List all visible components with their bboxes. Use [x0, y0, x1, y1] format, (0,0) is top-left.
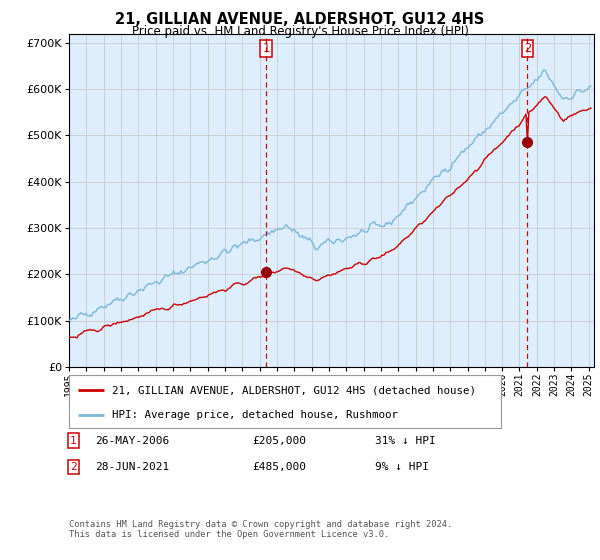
Text: 2: 2	[524, 42, 531, 55]
Text: 26-MAY-2006: 26-MAY-2006	[95, 436, 169, 446]
Text: Price paid vs. HM Land Registry's House Price Index (HPI): Price paid vs. HM Land Registry's House …	[131, 25, 469, 38]
Text: 1: 1	[263, 42, 269, 55]
Text: £205,000: £205,000	[252, 436, 306, 446]
Text: £485,000: £485,000	[252, 462, 306, 472]
Text: 21, GILLIAN AVENUE, ALDERSHOT, GU12 4HS (detached house): 21, GILLIAN AVENUE, ALDERSHOT, GU12 4HS …	[112, 385, 476, 395]
Text: 9% ↓ HPI: 9% ↓ HPI	[375, 462, 429, 472]
Text: 2: 2	[70, 462, 77, 472]
Text: 28-JUN-2021: 28-JUN-2021	[95, 462, 169, 472]
Text: HPI: Average price, detached house, Rushmoor: HPI: Average price, detached house, Rush…	[112, 410, 398, 420]
Text: 21, GILLIAN AVENUE, ALDERSHOT, GU12 4HS: 21, GILLIAN AVENUE, ALDERSHOT, GU12 4HS	[115, 12, 485, 27]
Text: 31% ↓ HPI: 31% ↓ HPI	[375, 436, 436, 446]
Text: Contains HM Land Registry data © Crown copyright and database right 2024.
This d: Contains HM Land Registry data © Crown c…	[69, 520, 452, 539]
Text: 1: 1	[70, 436, 77, 446]
